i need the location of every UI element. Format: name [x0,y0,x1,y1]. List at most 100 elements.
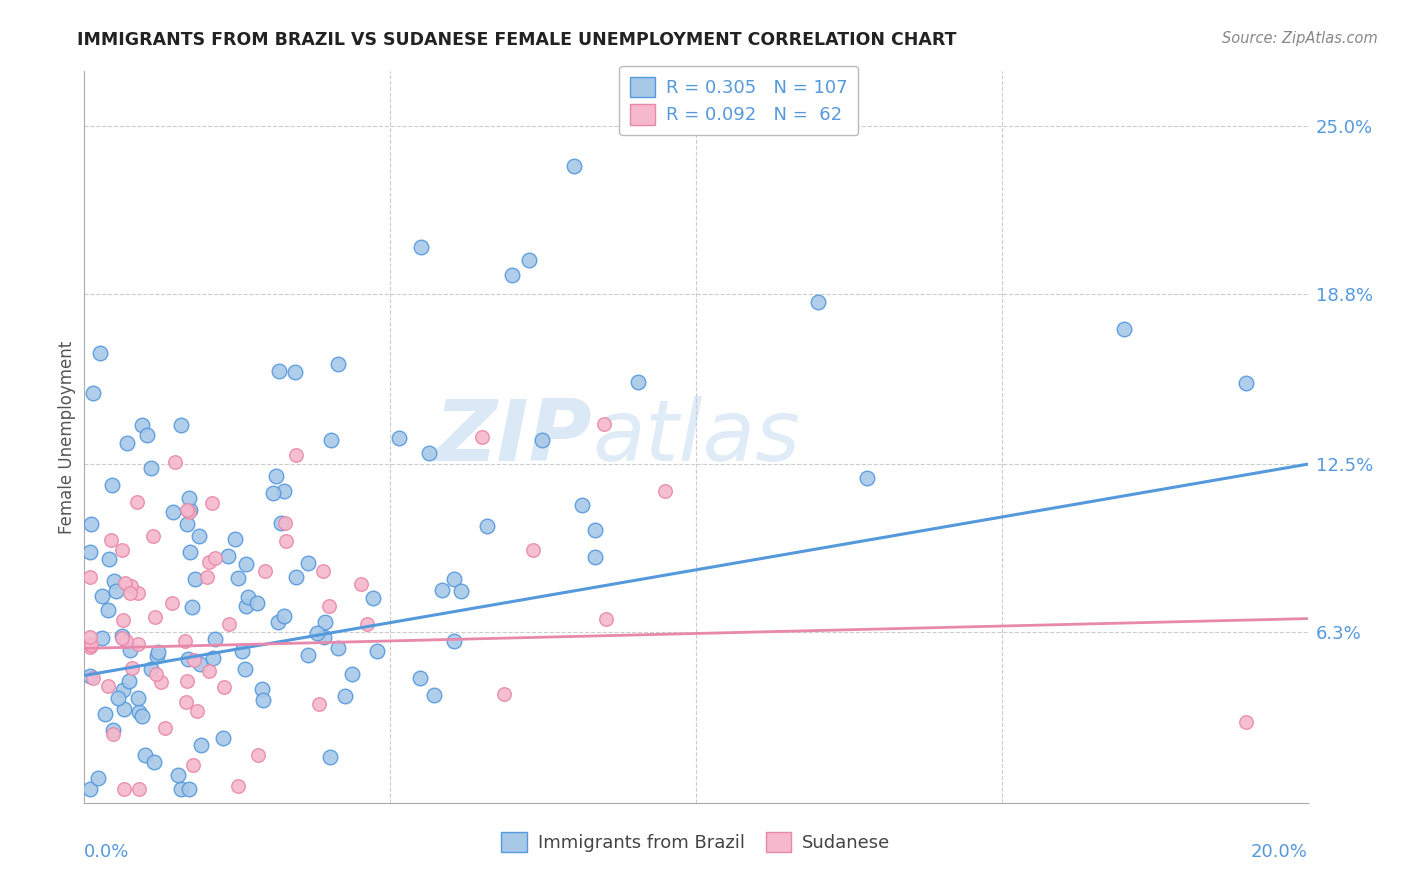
Point [262,486,284,500]
Point [90,589,112,603]
Point [179,545,201,559]
Point [160,596,183,610]
Point [179,503,201,517]
Point [111,543,134,558]
Point [187,528,209,542]
Point [1114,322,1136,336]
Point [583,523,606,537]
Point [128,705,150,719]
Point [235,557,257,571]
Point [197,665,219,679]
Point [246,596,269,610]
Point [366,643,388,657]
Point [212,731,235,746]
Point [627,375,650,389]
Point [388,431,411,445]
Point [312,564,335,578]
Point [318,599,340,613]
Point [170,782,193,797]
Point [1236,376,1258,390]
Point [103,574,125,588]
Point [131,709,153,723]
Point [120,643,142,657]
Point [146,649,169,664]
Point [269,364,291,378]
Point [79,640,101,654]
Point [297,648,319,662]
Point [361,591,384,605]
Point [593,417,616,431]
Point [143,610,166,624]
Point [139,662,162,676]
Text: 20.0%: 20.0% [1251,843,1308,861]
Point [176,517,198,532]
Point [236,591,259,605]
Point [212,680,235,694]
Point [807,294,830,309]
Point [284,570,307,584]
Y-axis label: Female Unemployment: Female Unemployment [58,341,76,533]
Text: atlas: atlas [592,395,800,479]
Point [409,240,432,254]
Point [188,657,211,672]
Point [82,386,104,401]
Point [80,638,103,652]
Point [531,433,554,447]
Point [197,555,219,569]
Point [118,673,141,688]
Point [125,495,148,509]
Point [165,455,187,469]
Legend: Immigrants from Brazil, Sudanese: Immigrants from Brazil, Sudanese [494,824,898,860]
Point [101,727,124,741]
Point [79,669,101,683]
Point [246,747,269,762]
Point [111,629,134,643]
Point [131,417,153,432]
Point [176,673,198,688]
Point [100,533,122,547]
Point [562,159,585,173]
Point [112,782,135,797]
Point [120,579,142,593]
Point [443,633,465,648]
Point [80,517,103,532]
Point [273,483,295,498]
Point [333,690,356,704]
Point [139,461,162,475]
Point [128,782,150,797]
Point [308,697,330,711]
Point [177,782,200,797]
Point [450,583,472,598]
Point [502,268,524,282]
Point [112,613,135,627]
Point [204,632,226,646]
Point [328,641,350,656]
Point [107,691,129,706]
Point [218,616,240,631]
Point [142,529,165,543]
Text: IMMIGRANTS FROM BRAZIL VS SUDANESE FEMALE UNEMPLOYMENT CORRELATION CHART: IMMIGRANTS FROM BRAZIL VS SUDANESE FEMAL… [77,31,957,49]
Point [253,564,276,578]
Point [319,749,342,764]
Point [97,603,120,617]
Point [319,433,342,447]
Point [114,575,136,590]
Point [235,599,257,613]
Point [314,615,336,630]
Point [98,552,121,566]
Point [1236,714,1258,729]
Point [101,478,124,492]
Point [127,586,149,600]
Point [297,556,319,570]
Point [326,357,349,371]
Point [150,674,173,689]
Point [186,704,208,718]
Point [856,471,879,485]
Point [432,582,454,597]
Point [97,679,120,693]
Point [285,448,308,462]
Text: Source: ZipAtlas.com: Source: ZipAtlas.com [1222,31,1378,46]
Point [226,571,249,585]
Point [422,688,444,702]
Point [177,491,200,506]
